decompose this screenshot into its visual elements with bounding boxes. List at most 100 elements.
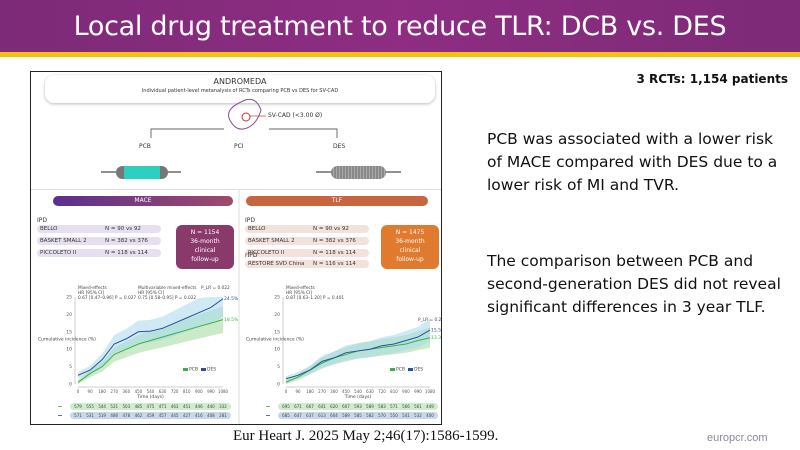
chart-annotation: 0.75 [0.58–0.95] P = 0.022 — [138, 295, 196, 301]
legend-swatch — [201, 368, 206, 371]
at-risk-value: 416 — [195, 413, 203, 418]
end-label: 18.5% — [224, 317, 238, 323]
ci-band-des — [286, 318, 430, 382]
x-tick-label: 90 — [88, 389, 94, 394]
at-risk-value: 613 — [318, 413, 326, 418]
at-risk-value: 427 — [183, 413, 191, 418]
tlf-ripd-label: rIPD — [245, 252, 258, 259]
at-risk-value: 462 — [135, 413, 143, 418]
at-risk-value: 607 — [342, 404, 350, 409]
x-tick-label: 540 — [354, 389, 362, 394]
at-risk-value: 550 — [390, 413, 398, 418]
at-risk-value: 620 — [330, 404, 338, 409]
figure-title-box: ANDROMEDA Individual patient-level metan… — [45, 75, 435, 103]
x-tick-label: 270 — [318, 389, 326, 394]
at-risk-value: 541 — [402, 413, 410, 418]
at-risk-value: 475 — [147, 404, 155, 409]
at-risk-value: 685 — [282, 413, 290, 418]
at-risk-value: 582 — [366, 413, 374, 418]
chart-annotation: Multivariable mixed-effects — [138, 285, 197, 291]
study-n: N = 90 vs 92 — [313, 226, 349, 232]
study-n: N = 116 vs 114 — [313, 261, 356, 267]
chart-annotation: P_LR = 0.022 — [201, 285, 230, 291]
at-risk-value: 561 — [414, 404, 422, 409]
arrows — [150, 128, 338, 138]
des-label: DES — [333, 143, 346, 150]
chart-annotation: 0.87 [0.63–1.20] P = 0.401 — [286, 295, 344, 301]
legend-label: DES — [207, 367, 216, 373]
study-row: BASKET SMALL 2 N = 382 vs 376 — [245, 237, 369, 245]
finding-tlf: The comparison between PCB and second-ge… — [487, 252, 781, 316]
at-risk-value: 571 — [390, 404, 398, 409]
mace-ipd-label: IPD — [37, 217, 48, 224]
at-risk-value: 471 — [159, 404, 167, 409]
study-name: PICCOLETO II — [248, 250, 285, 256]
at-risk-value: 400 — [426, 413, 434, 418]
legend-label: DES — [414, 367, 423, 373]
chart-annotation: HR [95% CI] — [138, 290, 164, 296]
at-risk-value: 445 — [171, 413, 179, 418]
rct-summary: 3 RCTs: 1,154 patients — [636, 72, 788, 86]
box-line: clinical — [399, 247, 421, 254]
study-row: BELLO N = 90 vs 92 — [37, 225, 161, 233]
at-risk-value: 544 — [98, 404, 106, 409]
pci-label: PCI — [234, 143, 244, 150]
x-tick-label: 630 — [366, 389, 374, 394]
end-label: 24.5% — [224, 296, 238, 302]
box-line: N = 1475 — [395, 229, 425, 236]
y-tick-label: 0 — [277, 382, 280, 388]
at-risk-value: 281 — [219, 413, 227, 418]
at-risk-value: 440 — [207, 404, 215, 409]
chart-annotation: Mixed-effects — [286, 285, 316, 291]
legend-swatch — [390, 368, 395, 371]
at-risk-value: 604 — [330, 413, 338, 418]
series-line-des — [285, 329, 431, 380]
y-tick-label: 5 — [69, 364, 72, 370]
end-label: 13.3% — [431, 335, 442, 341]
slide-title: Local drug treatment to reduce TLR: DCB … — [73, 10, 727, 42]
x-tick-label: 630 — [159, 389, 167, 394]
at-risk-value: 446 — [195, 404, 203, 409]
at-risk-row — [70, 403, 231, 410]
study-name: BASKET SMALL 2 — [248, 238, 295, 244]
lesion-marker — [241, 112, 251, 122]
x-tick-label: 90 — [295, 389, 301, 394]
study-n: N = 382 vs 376 — [313, 238, 356, 244]
at-risk-value: 532 — [414, 413, 422, 418]
tlf-total-box: N = 1475 36-month clinical follow-up — [381, 225, 439, 269]
mace-total-box: N = 1154 36-month clinical follow-up — [176, 225, 234, 269]
at-risk-value: 585 — [354, 413, 362, 418]
at-risk-row — [278, 403, 438, 410]
legend-swatch — [183, 368, 188, 371]
y-tick-label: 15 — [274, 329, 280, 335]
at-risk-value: 485 — [135, 404, 143, 409]
study-n: N = 118 vs 114 — [105, 250, 148, 256]
chart-annotation: HR [95% CI] — [78, 290, 104, 296]
study-name: BELLO — [248, 226, 266, 232]
study-row: BASKET SMALL 2 N = 382 vs 376 — [37, 237, 161, 245]
mace-band: MACE — [53, 196, 233, 206]
at-risk-value: 457 — [159, 413, 167, 418]
box-line: follow-up — [191, 256, 219, 263]
at-risk-value: 451 — [183, 404, 191, 409]
at-risk-value: 459 — [147, 413, 155, 418]
x-axis-label: Time (days) — [344, 394, 372, 400]
y-axis-label: Cumulative incidence (%) — [246, 337, 304, 343]
at-risk-value: 589 — [342, 413, 350, 418]
at-risk-value: 647 — [294, 413, 302, 418]
study-name: BASKET SMALL 2 — [40, 238, 87, 244]
box-line: 36-month — [190, 238, 220, 245]
at-risk-value: 463 — [171, 404, 179, 409]
at-risk-value: 571 — [74, 413, 82, 418]
tlf-ipd-label: IPD — [245, 217, 256, 224]
y-tick-label: 20 — [66, 312, 72, 318]
at-risk-row — [70, 412, 231, 419]
at-risk-value: 503 — [123, 404, 131, 409]
des-stent — [331, 166, 386, 179]
at-risk-value: 531 — [86, 413, 94, 418]
at-risk-value: 408 — [207, 413, 215, 418]
study-n: N = 382 vs 376 — [105, 238, 148, 244]
end-label: 15.5% — [431, 328, 442, 334]
at-risk-value: 637 — [306, 413, 314, 418]
x-tick-label: 540 — [147, 389, 155, 394]
